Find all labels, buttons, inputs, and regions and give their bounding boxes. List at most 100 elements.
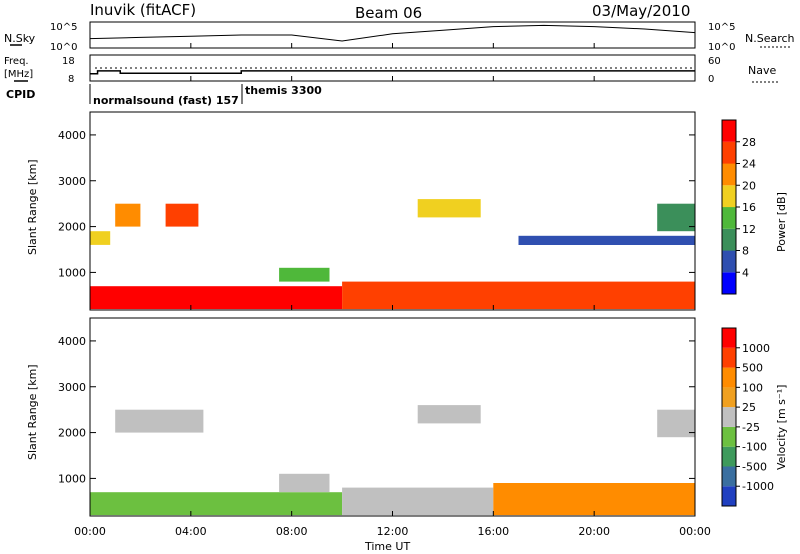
velocity-ytick-3: 1000 (58, 472, 86, 485)
velocity-region-0 (90, 492, 343, 516)
velocity-region-3 (115, 409, 204, 433)
freq-unit-label: [MHz] (4, 69, 33, 80)
power-colorbar-swatch-4 (722, 185, 736, 208)
power-colorbar-tick-1: 24 (742, 158, 756, 171)
power-ytick-0: 4000 (58, 129, 86, 142)
x-tick-4: 16:00 (477, 525, 509, 538)
power-colorbar-swatch-0 (722, 272, 736, 295)
velocity-panel: 4000 3000 2000 1000 Slant Range [km] (26, 317, 696, 517)
velocity-colorbar-swatch-7 (722, 347, 736, 368)
power-ylabel: Slant Range [km] (26, 159, 39, 255)
n-search-label: N.Search (745, 32, 795, 45)
cpid-mode-1: normalsound (fast) 157 (93, 94, 239, 107)
station-title: Inuvik (fitACF) (90, 1, 196, 19)
nave-tick-top: 60 (708, 56, 721, 67)
power-panel: 4000 3000 2000 1000 Slant Range [km] (26, 111, 696, 311)
date-title: 03/May/2010 (592, 2, 690, 20)
velocity-colorbar-swatch-8 (722, 328, 736, 348)
x-tick-0: 00:00 (74, 525, 106, 538)
nave-label: Nave (748, 64, 776, 77)
velocity-colorbar-tick-5: -100 (742, 441, 767, 454)
noise-series-line (89, 24, 696, 42)
n-sky-tick-top: 10^5 (50, 22, 77, 33)
velocity-ytick-2: 2000 (58, 427, 86, 440)
power-colorbar: Power [dB] 28 24 20 16 12 8 4 (721, 119, 788, 295)
power-region-2 (90, 231, 111, 245)
velocity-heatmap (90, 405, 695, 516)
beam-title: Beam 06 (355, 4, 422, 22)
power-region-0 (90, 286, 343, 310)
power-region-8 (657, 203, 695, 232)
power-region-5 (279, 267, 330, 282)
power-ytick-2: 2000 (58, 221, 86, 234)
power-region-6 (417, 199, 481, 218)
power-colorbar-tick-3: 16 (742, 201, 756, 214)
power-colorbar-swatch-6 (722, 141, 736, 164)
n-sky-tick-bottom: 10^0 (50, 42, 77, 53)
velocity-ytick-1: 3000 (58, 381, 86, 394)
power-colorbar-swatch-2 (722, 228, 736, 251)
freq-series-line (90, 70, 695, 75)
velocity-colorbar-swatch-2 (722, 446, 736, 467)
power-colorbar-tick-2: 20 (742, 179, 756, 192)
power-ytick-1: 3000 (58, 175, 86, 188)
noise-panel: N.Sky 10^5 10^0 10^5 10^0 N.Search (4, 21, 795, 53)
velocity-colorbar-swatch-6 (722, 367, 736, 388)
power-heatmap (90, 199, 695, 310)
cpid-mode-2: themis 3300 (245, 84, 322, 97)
x-tick-5: 20:00 (578, 525, 610, 538)
velocity-colorbar-tick-2: 100 (742, 381, 763, 394)
power-region-7 (518, 235, 695, 245)
velocity-region-5 (657, 409, 695, 438)
velocity-colorbar-tick-3: 25 (742, 401, 756, 414)
power-colorbar-tick-5: 8 (742, 245, 749, 258)
time-axis: 00:00 04:00 08:00 12:00 16:00 20:00 00:00 (74, 43, 711, 538)
x-axis-label: Time UT (364, 540, 410, 553)
velocity-colorbar-tick-0: 1000 (742, 342, 770, 355)
power-region-3 (115, 203, 141, 227)
power-colorbar-tick-6: 4 (742, 266, 749, 279)
n-search-tick-top: 10^5 (708, 22, 735, 33)
x-tick-3: 12:00 (377, 525, 409, 538)
velocity-region-2 (493, 483, 695, 516)
power-colorbar-swatch-7 (722, 120, 736, 142)
power-region-1 (342, 281, 695, 310)
freq-tick-bottom: 8 (68, 74, 74, 85)
velocity-colorbar-tick-4: -25 (742, 421, 760, 434)
power-region-4 (165, 203, 199, 227)
power-colorbar-tick-4: 12 (742, 223, 756, 236)
freq-tick-top: 18 (62, 56, 75, 67)
power-colorbar-label: Power [dB] (775, 192, 788, 252)
x-tick-2: 08:00 (276, 525, 308, 538)
power-colorbar-swatch-5 (722, 163, 736, 186)
velocity-colorbar-swatch-0 (722, 486, 736, 506)
x-tick-1: 04:00 (175, 525, 207, 538)
freq-panel: Freq. [MHz] 18 8 60 0 Nave (4, 54, 778, 85)
power-colorbar-swatch-1 (722, 250, 736, 273)
power-colorbar-swatch-3 (722, 207, 736, 229)
x-tick-6: 00:00 (679, 525, 711, 538)
velocity-colorbar-tick-6: -500 (742, 460, 767, 473)
power-ytick-3: 1000 (58, 266, 86, 279)
velocity-region-1 (342, 487, 494, 516)
velocity-region-4 (417, 405, 481, 424)
n-sky-label: N.Sky (4, 32, 36, 45)
velocity-colorbar-swatch-5 (722, 387, 736, 408)
velocity-colorbar: Velocity [m s⁻¹] 1000 500 100 25 -25 -100 -500… (721, 327, 788, 507)
nave-tick-bottom: 0 (708, 74, 714, 85)
velocity-colorbar-label: Velocity [m s⁻¹] (775, 385, 788, 470)
velocity-colorbar-tick-7: -1000 (742, 480, 774, 493)
velocity-ylabel: Slant Range [km] (26, 364, 39, 460)
velocity-colorbar-swatch-3 (722, 426, 736, 447)
n-search-tick-bottom: 10^0 (708, 42, 735, 53)
velocity-ytick-0: 4000 (58, 335, 86, 348)
velocity-colorbar-swatch-1 (722, 466, 736, 487)
cpid-label: CPID (6, 88, 35, 101)
power-y-axis: 4000 3000 2000 1000 (58, 129, 695, 279)
power-colorbar-tick-0: 28 (742, 136, 756, 149)
velocity-y-axis: 4000 3000 2000 1000 (58, 335, 695, 485)
velocity-colorbar-tick-1: 500 (742, 362, 763, 375)
velocity-region-6 (279, 473, 330, 493)
